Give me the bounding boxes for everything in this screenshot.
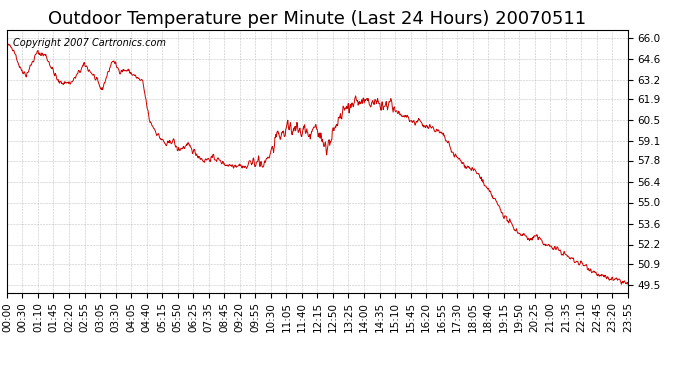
Title: Outdoor Temperature per Minute (Last 24 Hours) 20070511: Outdoor Temperature per Minute (Last 24 … xyxy=(48,10,586,28)
Text: Copyright 2007 Cartronics.com: Copyright 2007 Cartronics.com xyxy=(13,38,166,48)
